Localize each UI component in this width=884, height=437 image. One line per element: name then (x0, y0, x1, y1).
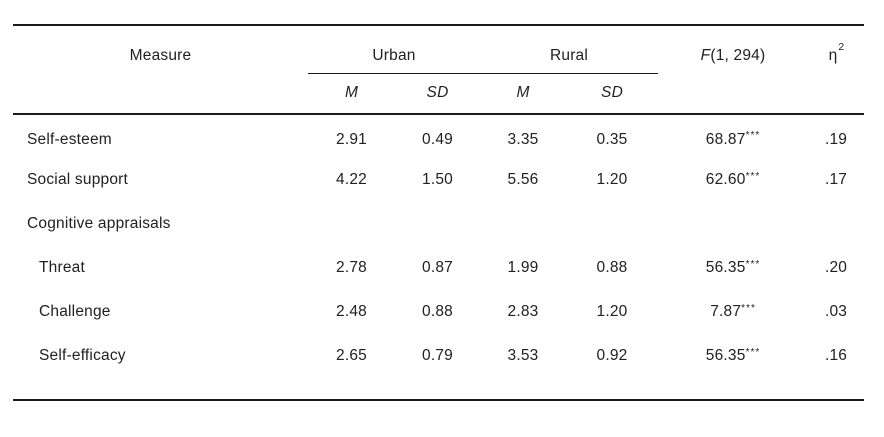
row-label: Challenge (39, 303, 111, 320)
row-label-section: Cognitive appraisals (27, 215, 171, 232)
empty-cell (308, 202, 395, 246)
empty-cell (658, 73, 809, 115)
row-label: Threat (39, 259, 85, 276)
column-header-rural-sd: SD (566, 73, 659, 115)
eta-squared-value: .17 (824, 171, 848, 188)
f-value-cell: 62.60*** (658, 158, 808, 202)
urban-mean-value: 2.48 (336, 303, 367, 320)
significance-stars: *** (745, 346, 761, 358)
f-value: 7.87 (710, 303, 742, 320)
f-symbol: F (700, 47, 711, 64)
table-row-challenge: Challenge 2.48 0.88 2.83 1.20 7.87*** .0… (13, 290, 864, 334)
table-row-cognitive-appraisals: Cognitive appraisals (13, 202, 864, 246)
empty-cell (480, 202, 566, 246)
urban-sd-value: 0.88 (422, 303, 453, 320)
rural-mean-value: 3.35 (507, 130, 539, 148)
f-degrees-of-freedom: (1, 294) (710, 47, 766, 64)
column-header-urban-mean: M (308, 73, 395, 115)
column-header-rural: Rural (480, 25, 659, 74)
rural-mean-value: 3.53 (507, 347, 539, 364)
significance-stars: *** (745, 130, 761, 141)
urban-mean-value: 2.65 (336, 347, 367, 364)
urban-mean-value: 2.91 (336, 130, 367, 148)
table-row-self-esteem: Self-esteem 2.91 0.49 3.35 0.35 68.87***… (13, 114, 864, 158)
anova-results-table: Measure Urban Rural F(1, 294) η2 M SD M … (13, 24, 865, 401)
eta-squared-value: .19 (824, 130, 848, 148)
row-label: Self-esteem (27, 130, 112, 148)
table-body: Self-esteem 2.91 0.49 3.35 0.35 68.87***… (13, 114, 864, 400)
bottom-spacer (13, 378, 864, 400)
header-row-groups: Measure Urban Rural F(1, 294) η2 (13, 25, 864, 74)
empty-cell (808, 202, 864, 246)
urban-sd-value: 1.50 (422, 171, 453, 188)
column-header-urban-sd: SD (395, 73, 480, 115)
rural-sd-value: 0.88 (596, 259, 628, 276)
urban-sd-value: 0.79 (422, 347, 453, 364)
table-header: Measure Urban Rural F(1, 294) η2 M SD M … (13, 25, 865, 115)
eta-squared-value: .16 (824, 347, 848, 364)
rural-sd-value: 0.35 (596, 130, 628, 148)
rural-sd-value: 1.20 (596, 171, 628, 188)
significance-stars: *** (745, 258, 761, 270)
f-value: 56.35 (705, 259, 746, 276)
empty-cell (395, 202, 480, 246)
empty-cell (808, 73, 865, 115)
column-header-eta-squared: η2 (808, 25, 864, 73)
empty-cell (658, 202, 808, 246)
urban-mean-value: 2.78 (336, 259, 367, 276)
f-value: 56.35 (705, 347, 746, 364)
f-value-cell: 68.87*** (658, 114, 808, 158)
header-row-statistics: M SD M SD (13, 73, 865, 115)
eta-exponent: 2 (838, 41, 845, 54)
row-label: Social support (27, 171, 129, 188)
rural-mean-value: 1.99 (507, 259, 539, 276)
column-header-measure: Measure (129, 47, 192, 64)
f-value: 68.87 (705, 130, 746, 148)
column-header-f-statistic: F(1, 294) (658, 25, 808, 73)
empty-cell (13, 378, 864, 400)
table-row-threat: Threat 2.78 0.87 1.99 0.88 56.35*** .20 (13, 246, 864, 290)
table-row-social-support: Social support 4.22 1.50 5.56 1.20 62.60… (13, 158, 864, 202)
f-value-cell: 56.35*** (658, 334, 808, 378)
f-value-cell: 7.87*** (658, 290, 808, 334)
f-value: 62.60 (705, 171, 746, 188)
f-value-cell: 56.35*** (658, 246, 808, 290)
column-header-rural-mean: M (480, 73, 566, 115)
empty-cell (13, 73, 308, 115)
eta-symbol: η (828, 47, 838, 64)
urban-sd-value: 0.49 (422, 130, 453, 148)
table-row-self-efficacy: Self-efficacy 2.65 0.79 3.53 0.92 56.35*… (13, 334, 864, 378)
row-label: Self-efficacy (39, 347, 126, 364)
eta-squared-value: .03 (824, 303, 848, 320)
urban-sd-value: 0.87 (422, 259, 453, 276)
significance-stars: *** (745, 170, 761, 182)
empty-cell (566, 202, 658, 246)
rural-mean-value: 2.83 (507, 303, 539, 320)
rural-sd-value: 0.92 (596, 347, 628, 364)
eta-squared-value: .20 (824, 259, 848, 276)
rural-mean-value: 5.56 (507, 171, 539, 188)
urban-mean-value: 4.22 (336, 171, 367, 188)
column-header-urban: Urban (308, 25, 480, 74)
rural-sd-value: 1.20 (596, 303, 628, 320)
significance-stars: *** (741, 302, 756, 314)
